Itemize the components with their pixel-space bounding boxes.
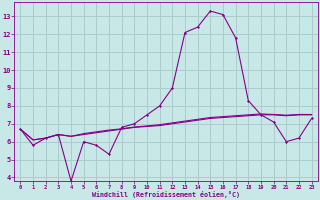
X-axis label: Windchill (Refroidissement éolien,°C): Windchill (Refroidissement éolien,°C) [92,191,240,198]
